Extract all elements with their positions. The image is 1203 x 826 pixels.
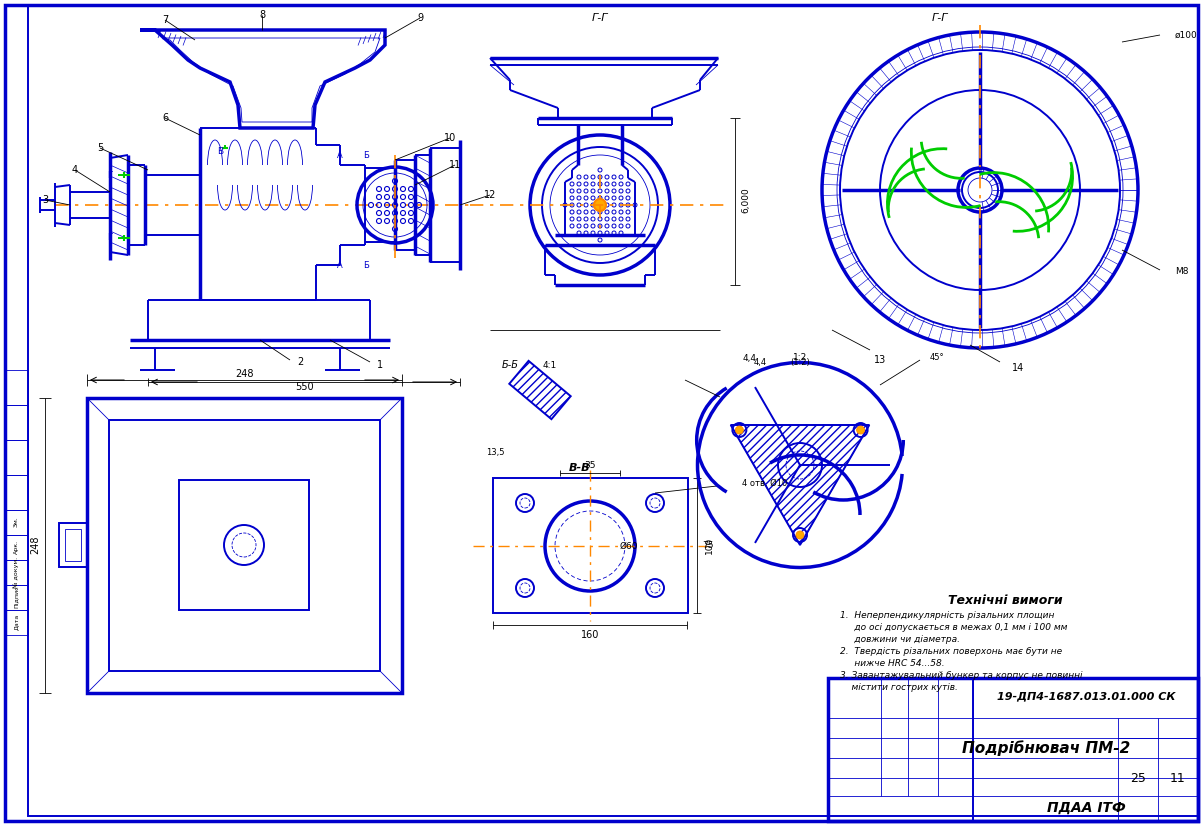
Text: Г-Г: Г-Г bbox=[592, 13, 609, 23]
Circle shape bbox=[594, 199, 606, 211]
Text: 14: 14 bbox=[1012, 363, 1024, 373]
Bar bbox=[5, 560, 28, 585]
Text: Б: Б bbox=[363, 260, 369, 269]
Text: Арк.: Арк. bbox=[13, 540, 18, 554]
Text: 100: 100 bbox=[705, 536, 713, 553]
Bar bbox=[87, 398, 402, 693]
Text: містити гострих кутів.: містити гострих кутів. bbox=[840, 683, 958, 692]
Text: до осі допускається в межах 0,1 мм і 100 мм: до осі допускається в межах 0,1 мм і 100… bbox=[840, 624, 1067, 633]
Text: 3: 3 bbox=[42, 195, 48, 205]
Text: 11: 11 bbox=[1171, 771, 1186, 785]
Bar bbox=[5, 475, 28, 510]
Text: 2: 2 bbox=[297, 357, 303, 367]
Text: 5: 5 bbox=[97, 143, 103, 153]
Text: (1:2): (1:2) bbox=[790, 358, 810, 368]
Text: 248: 248 bbox=[235, 369, 254, 379]
Text: 12: 12 bbox=[484, 190, 496, 200]
Bar bbox=[5, 405, 28, 440]
Text: Підпис: Підпис bbox=[13, 586, 18, 608]
Text: Г-Г: Г-Г bbox=[932, 13, 948, 23]
Text: 11: 11 bbox=[449, 160, 461, 170]
Bar bbox=[828, 678, 1198, 821]
Text: 45°: 45° bbox=[930, 353, 944, 362]
Bar bbox=[493, 478, 688, 613]
Text: 6,000: 6,000 bbox=[741, 188, 751, 213]
Text: 75: 75 bbox=[703, 542, 713, 550]
Bar bbox=[5, 370, 28, 405]
Text: Г: Г bbox=[107, 234, 113, 243]
Text: 13: 13 bbox=[873, 355, 887, 365]
Text: Ø60: Ø60 bbox=[620, 542, 639, 550]
Text: 13,5: 13,5 bbox=[486, 448, 504, 457]
Text: 4,4: 4,4 bbox=[753, 358, 766, 368]
Text: 1:2: 1:2 bbox=[793, 354, 807, 363]
Text: № докум.: № докум. bbox=[13, 557, 19, 587]
Text: А: А bbox=[337, 260, 343, 269]
Text: 3. Завантажувальний бункер та корпус не повинні: 3. Завантажувальний бункер та корпус не … bbox=[840, 672, 1083, 681]
Text: 6: 6 bbox=[162, 113, 168, 123]
Text: 25: 25 bbox=[1130, 771, 1146, 785]
Text: довжини чи діаметра.: довжини чи діаметра. bbox=[840, 635, 960, 644]
Text: М8: М8 bbox=[1175, 268, 1189, 277]
Bar bbox=[5, 510, 28, 535]
Text: В: В bbox=[217, 148, 223, 156]
Bar bbox=[59, 523, 87, 567]
Text: 4,4: 4,4 bbox=[743, 354, 757, 363]
Text: нижче HRC 54...58.: нижче HRC 54...58. bbox=[840, 659, 944, 668]
Text: ø100: ø100 bbox=[1175, 31, 1198, 40]
Bar bbox=[65, 529, 81, 561]
Circle shape bbox=[796, 531, 804, 539]
Text: Дата: Дата bbox=[13, 614, 18, 630]
Circle shape bbox=[735, 426, 743, 434]
Text: 4 отв. Ø10: 4 отв. Ø10 bbox=[742, 478, 787, 487]
Text: 9: 9 bbox=[417, 13, 423, 23]
Bar bbox=[5, 535, 28, 560]
Bar bbox=[5, 610, 28, 635]
Text: 1.  Неперпендикулярність різальних площин: 1. Неперпендикулярність різальних площин bbox=[840, 611, 1054, 620]
Bar bbox=[179, 480, 309, 610]
Text: Подрібнювач ПМ-2: Подрібнювач ПМ-2 bbox=[962, 740, 1130, 756]
Text: 160: 160 bbox=[581, 630, 599, 640]
Text: Г: Г bbox=[107, 170, 113, 179]
Text: Б: Б bbox=[363, 150, 369, 159]
Text: 19-ДП4-1687.013.01.000 СК: 19-ДП4-1687.013.01.000 СК bbox=[997, 691, 1175, 701]
Text: 10: 10 bbox=[444, 133, 456, 143]
Text: 2.  Твердість різальних поверхонь має бути не: 2. Твердість різальних поверхонь має бут… bbox=[840, 648, 1062, 657]
Bar bbox=[5, 585, 28, 610]
Text: 550: 550 bbox=[295, 382, 313, 392]
Text: Технічні вимоги: Технічні вимоги bbox=[948, 594, 1062, 606]
Text: Зм.: Зм. bbox=[13, 516, 18, 527]
Bar bbox=[5, 440, 28, 475]
Text: 4: 4 bbox=[72, 165, 78, 175]
Text: А: А bbox=[337, 150, 343, 159]
Text: 8: 8 bbox=[259, 10, 265, 20]
Text: 1: 1 bbox=[377, 360, 383, 370]
Text: 248: 248 bbox=[30, 536, 40, 554]
Text: В-В: В-В bbox=[569, 463, 591, 473]
Text: 7: 7 bbox=[162, 15, 168, 25]
Text: Б-Б: Б-Б bbox=[502, 360, 518, 370]
Circle shape bbox=[857, 426, 865, 434]
Text: 35: 35 bbox=[585, 462, 595, 471]
Bar bbox=[109, 420, 380, 671]
Text: ПДАА ІТФ: ПДАА ІТФ bbox=[1047, 801, 1125, 815]
Text: 4:1: 4:1 bbox=[543, 360, 557, 369]
